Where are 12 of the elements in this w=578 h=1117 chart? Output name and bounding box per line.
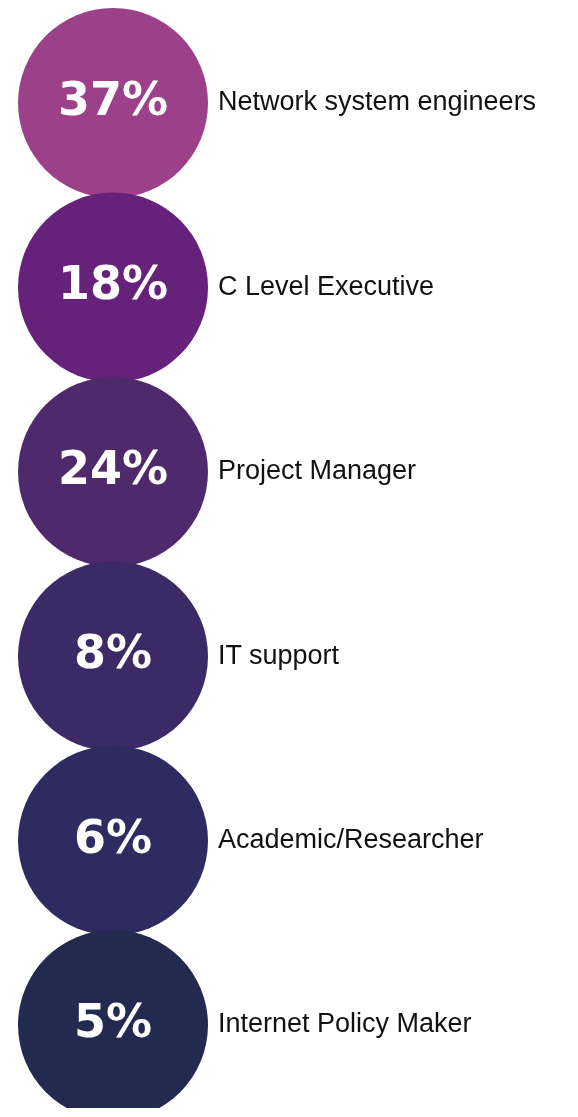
data-label: 6% bbox=[73, 809, 153, 864]
category-label: Project Manager bbox=[218, 455, 417, 486]
category-label: IT support bbox=[218, 639, 340, 670]
category-label: C Level Executive bbox=[218, 270, 435, 301]
data-label: 5% bbox=[73, 993, 153, 1048]
category-label: Internet Policy Maker bbox=[218, 1008, 472, 1039]
data-label: 18% bbox=[57, 256, 169, 311]
data-label: 37% bbox=[57, 71, 169, 126]
data-label: 8% bbox=[73, 625, 153, 680]
category-label: Academic/Researcher bbox=[218, 824, 484, 855]
data-label: 24% bbox=[57, 440, 169, 495]
category-label: Network system engineers bbox=[218, 86, 537, 117]
